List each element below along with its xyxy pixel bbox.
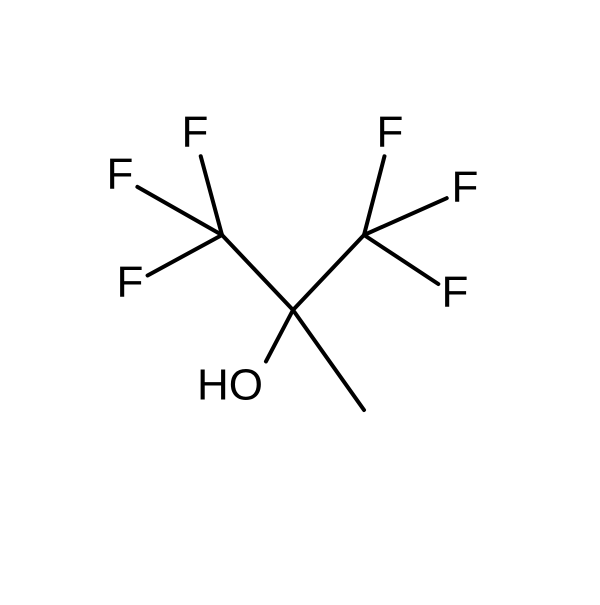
bond [293, 310, 364, 410]
atom-label-layer: FFFFFFHO [107, 108, 479, 410]
bond [266, 310, 293, 361]
molecule-diagram: FFFFFFHO [0, 0, 600, 600]
atom-label-F_far_left: F [107, 150, 134, 199]
bond [148, 235, 222, 275]
atom-label-F_top_right: F [377, 108, 404, 157]
bond [364, 235, 438, 284]
atom-label-F_mid_right: F [442, 268, 469, 317]
atom-label-F_far_right: F [452, 163, 479, 212]
atom-label-F_top_left: F [182, 108, 209, 157]
bond [293, 235, 364, 310]
atom-label-F_mid_left: F [117, 258, 144, 307]
bond-layer [137, 156, 446, 410]
bond [364, 198, 447, 235]
bond [222, 235, 293, 310]
bond [364, 156, 384, 235]
atom-label-OH: HO [197, 361, 263, 410]
